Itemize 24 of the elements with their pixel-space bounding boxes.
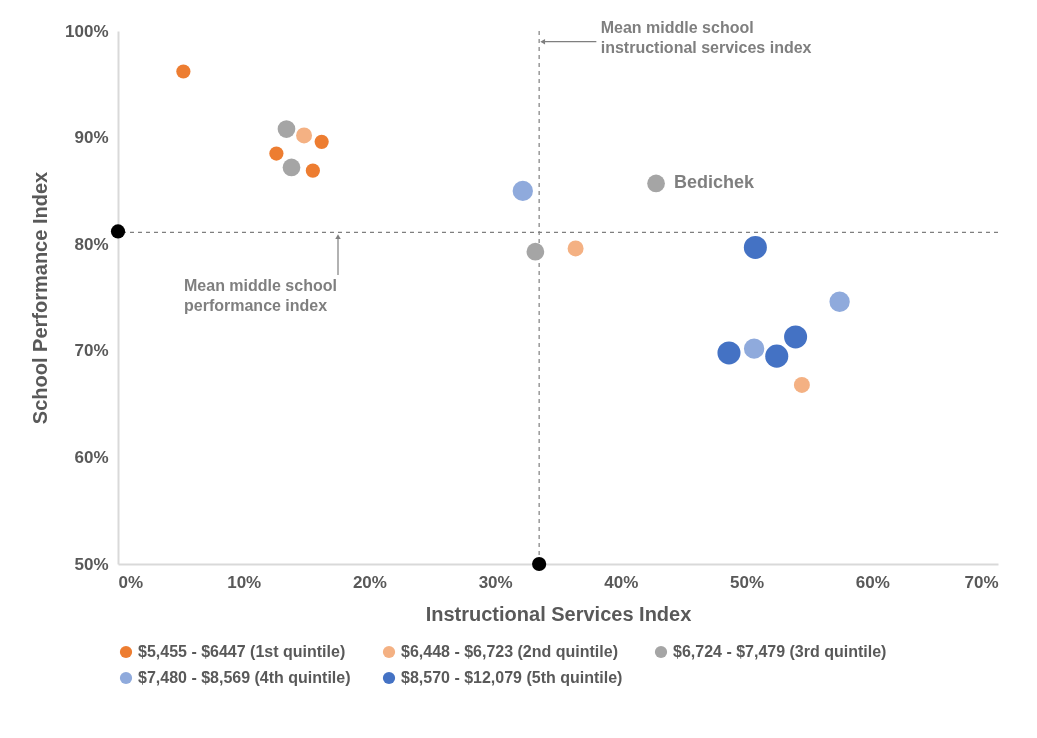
y-tick-label: 50% bbox=[74, 554, 109, 574]
y-tick-label: 100% bbox=[65, 21, 109, 41]
x-tick-label: 60% bbox=[855, 572, 890, 592]
legend-label: $8,570 - $12,079 (5th quintile) bbox=[401, 669, 623, 686]
y-tick-label: 90% bbox=[74, 128, 109, 148]
x-tick-label: 70% bbox=[964, 572, 999, 592]
y-tick-label: 80% bbox=[74, 234, 109, 254]
y-axis-title: School Performance Index bbox=[29, 171, 52, 425]
x-tick-label: 40% bbox=[604, 572, 639, 592]
legend-label: $6,724 - $7,479 (3rd quintile) bbox=[673, 643, 887, 660]
annotation: Bedichek bbox=[674, 172, 756, 193]
y-tick-label: 60% bbox=[74, 447, 109, 467]
legend-label: $6,448 - $6,723 (2nd quintile) bbox=[401, 643, 618, 660]
legend-label: $5,455 - $6447 (1st quintile) bbox=[138, 643, 346, 660]
ref-line-label: Mean middle school performance index bbox=[184, 276, 337, 314]
x-tick-label: 20% bbox=[352, 572, 387, 592]
x-axis-title: Instructional Services Index bbox=[425, 602, 692, 625]
x-tick-label: 0% bbox=[118, 572, 144, 592]
x-tick-label: 10% bbox=[227, 572, 262, 592]
ref-line-label: Mean middle school instructional services index bbox=[600, 19, 812, 57]
legend-label: $7,480 - $8,569 (4th quintile) bbox=[138, 669, 351, 686]
x-tick-label: 30% bbox=[478, 572, 513, 592]
x-tick-label: 50% bbox=[730, 572, 765, 592]
y-tick-label: 70% bbox=[74, 341, 109, 361]
